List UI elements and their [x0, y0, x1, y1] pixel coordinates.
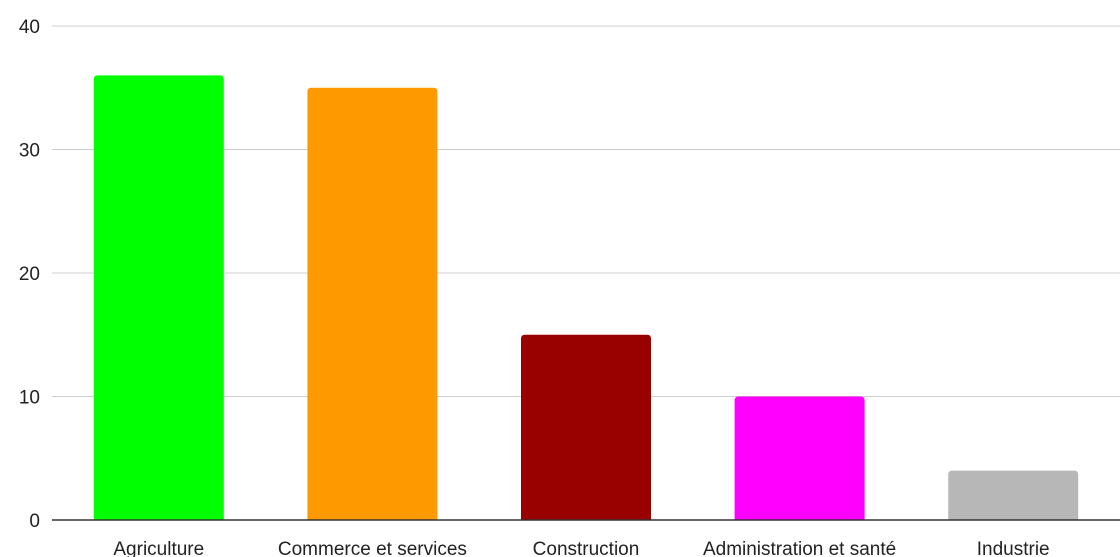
y-tick-label: 10	[19, 388, 40, 409]
x-category-label: Administration et santé	[703, 539, 896, 557]
bar-construction	[521, 334, 651, 520]
y-tick-label: 20	[19, 264, 40, 285]
bar-commerce-et-services	[307, 87, 438, 520]
bar-industrie	[948, 470, 1079, 520]
x-category-label: Construction	[533, 539, 640, 557]
x-axis-category-labels: Agriculture Commerce et services Construct…	[113, 539, 1049, 557]
y-tick-label: 40	[19, 17, 40, 38]
bar-agriculture	[93, 75, 224, 521]
y-tick-label: 30	[19, 141, 40, 162]
bars	[93, 75, 1079, 521]
y-tick-label: 0	[29, 511, 40, 532]
bar-administration-et-sant-	[734, 396, 865, 520]
y-axis-tick-labels: 0 10 20 30 40	[19, 17, 40, 532]
x-category-label: Commerce et services	[278, 539, 467, 557]
x-category-label: Agriculture	[113, 539, 204, 557]
x-category-label: Industrie	[977, 539, 1050, 557]
